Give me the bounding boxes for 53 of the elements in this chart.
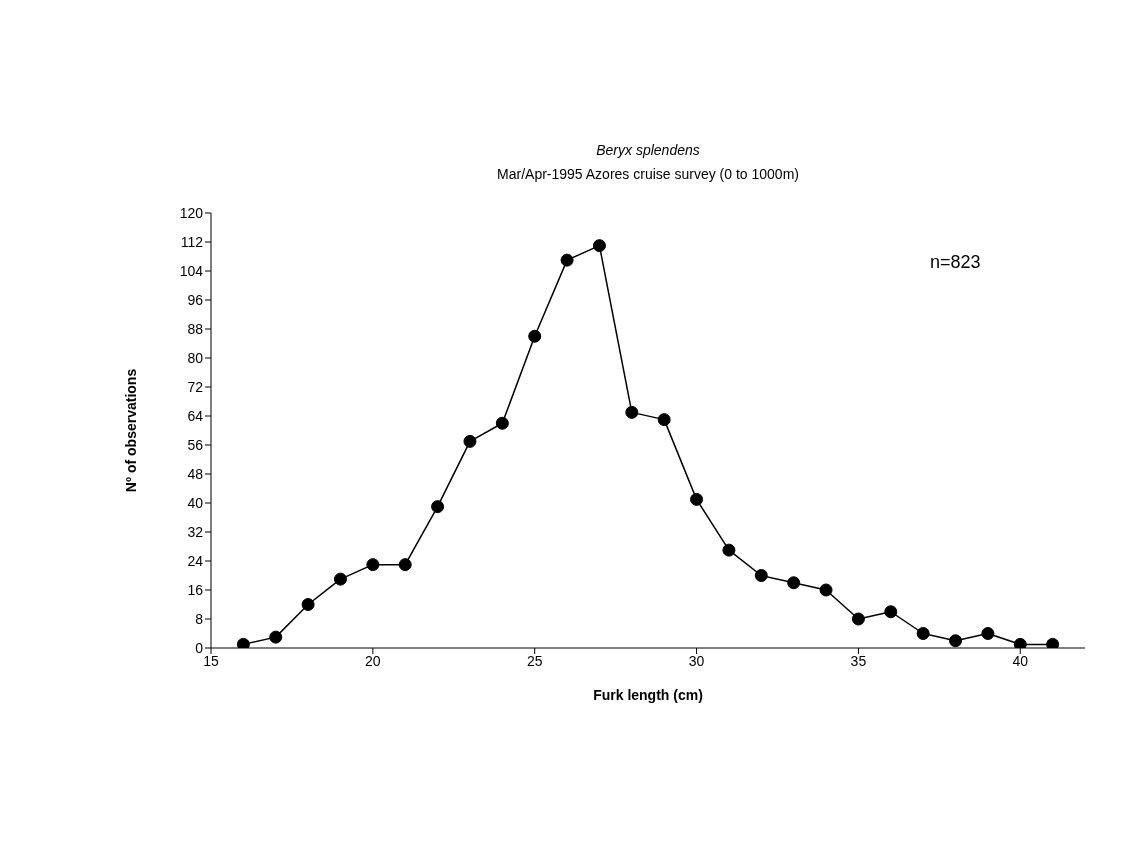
y-tick-label: 64 — [187, 407, 204, 424]
y-tick-label: 88 — [187, 320, 204, 337]
point — [333, 572, 347, 586]
y-tick-label: 40 — [187, 494, 204, 511]
chart-subtitle: Mar/Apr-1995 Azores cruise survey (0 to 1000m) — [496, 166, 800, 182]
chart-title: Beryx splendens — [595, 142, 701, 158]
x-tick-label: 35 — [850, 652, 867, 669]
x-tick-label: 20 — [365, 652, 381, 669]
point — [787, 576, 801, 590]
point — [657, 413, 671, 427]
y-tick-label: 8 — [195, 610, 204, 627]
point — [560, 253, 574, 267]
point — [269, 630, 283, 644]
point — [1046, 637, 1060, 648]
point — [754, 569, 768, 582]
annotation: n=823 — [930, 252, 981, 273]
point — [366, 558, 380, 572]
point — [981, 627, 995, 640]
y-tick-label: 24 — [187, 552, 204, 569]
y-tick-label: 96 — [187, 291, 204, 308]
point — [884, 605, 898, 619]
y-tick-label: 120 — [179, 204, 204, 221]
y-tick-label: 80 — [187, 349, 204, 366]
point — [722, 543, 736, 557]
point — [236, 637, 250, 648]
y-tick-label: 104 — [179, 262, 204, 279]
point — [398, 558, 412, 572]
point — [1013, 637, 1027, 648]
y-tick-label: 48 — [187, 465, 204, 482]
point — [528, 329, 542, 343]
x-tick-label: 30 — [688, 652, 705, 669]
y-tick-label: 16 — [187, 581, 204, 598]
y-axis-title: Nº of observations — [122, 368, 139, 493]
y-tick-label: 112 — [180, 233, 204, 250]
y-tick-label: 56 — [187, 436, 204, 453]
point — [949, 634, 963, 648]
x-tick-label: 15 — [203, 652, 219, 669]
point — [851, 612, 865, 626]
point — [301, 598, 315, 611]
point — [819, 583, 833, 597]
point — [463, 434, 477, 448]
point — [431, 500, 445, 514]
point — [916, 627, 930, 640]
y-tick-label: 72 — [187, 378, 204, 395]
x-axis-title: Furk length (cm) — [593, 687, 703, 703]
point — [625, 405, 639, 419]
point — [690, 492, 704, 506]
point — [592, 239, 606, 253]
x-tick-label: 40 — [1012, 652, 1029, 669]
x-tick-label: 25 — [526, 652, 543, 669]
y-tick-label: 0 — [195, 639, 204, 656]
y-tick-label: 32 — [187, 523, 204, 540]
point — [495, 416, 509, 430]
